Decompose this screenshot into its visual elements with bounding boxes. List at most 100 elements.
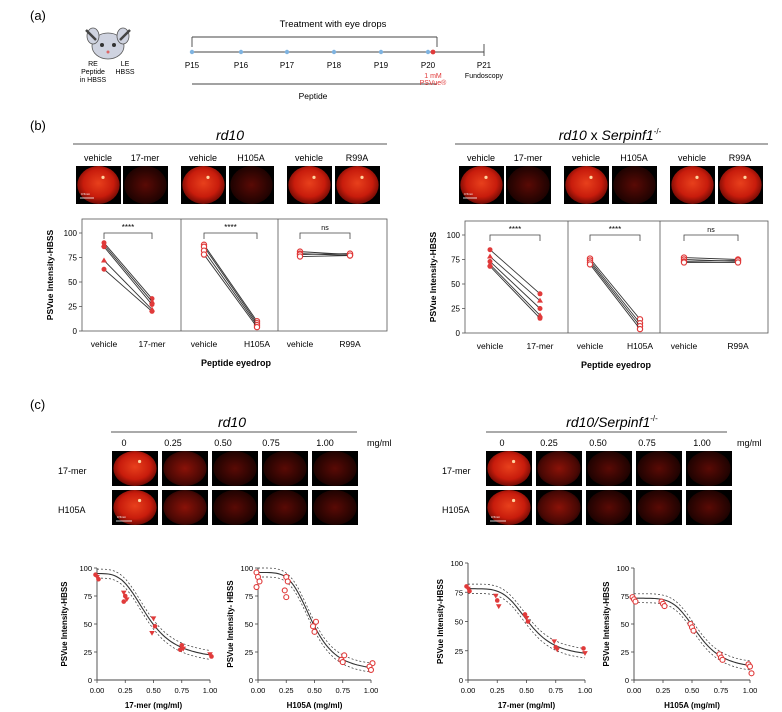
mouse-re: RE [88,61,98,68]
data-point [636,325,644,333]
fundus-image [670,166,715,204]
confidence-band [468,593,586,659]
paired-line [683,257,739,260]
category-label: vehicle [191,339,218,349]
dose-response-chart: 0 25 50 75 100 0.00 0.25 0.50 0.75 1.00 17-mer (mg… [60,564,217,710]
data-point [341,652,348,659]
day-label: P20 [421,61,436,70]
significance-bracket [589,234,641,241]
fundus-image [536,490,582,525]
y-axis-label: PSVue Intensity-HBSS [602,581,611,667]
y-tick-label: 25 [84,648,92,657]
x-tick-label: 1.00 [364,686,379,695]
paired-line [489,264,541,316]
paired-line [683,259,739,262]
fundus-retina [263,451,307,486]
mouse-re-hbss: in HBSS [80,77,107,84]
mouse-icon [85,27,131,60]
paired-line [103,246,153,305]
paired-line [203,250,258,326]
fundoscopy-label: Fundoscopy [465,73,504,80]
b-title-left: rd10 [216,127,244,143]
y-tick-label: 0 [73,327,78,336]
paired-chart-group: 0 25 50 75 100 PSVue Intensity-HBSS Peptide ey… [45,218,388,368]
eye-drop-marker [238,49,244,55]
paired-line [103,242,153,299]
unit-label: mg/ml [737,438,762,448]
paired-line [589,258,641,320]
data-point [179,642,185,648]
paired-line [683,260,739,262]
eye-drop-marker [425,49,431,55]
x-tick-label: 0.00 [90,686,105,695]
day-label: P21 [477,61,492,70]
optic-spot [695,175,699,179]
dose-response-chart: 0 25 50 75 100 0.00 0.25 0.50 0.75 1.00 17-mer (mg… [436,559,592,710]
category-label: H105A [244,339,270,349]
data-point [586,261,594,268]
data-point [281,587,288,594]
paired-line [203,254,258,328]
y-tick-label: 50 [621,620,629,629]
fundus-image [162,490,208,525]
fundus-image [262,490,308,525]
data-point [150,616,157,622]
c-title-right: rd10/Serpinf1-/- [566,414,658,430]
b-title-right: rd10 x Serpinf1-/- [559,127,662,143]
fundus-label: R99A [346,153,369,163]
scale-bar-label: 0.5mm [464,192,474,196]
y-tick-label: 0 [459,676,463,685]
data-point [339,659,346,666]
day-label: P18 [327,61,342,70]
x-tick-label: 0.50 [519,686,534,695]
row-label: 17-mer [442,466,471,476]
x-tick-label: 0.00 [461,686,476,695]
data-point [309,623,317,630]
data-point [253,583,260,591]
paired-line [299,253,351,256]
fundus-label: vehicle [678,153,706,163]
data-point [494,598,500,603]
fundus-image [112,451,158,486]
x-tick-label: 0.25 [656,686,671,695]
optic-spot [101,175,105,179]
fundus-label: R99A [729,153,752,163]
optic-spot [484,175,488,179]
data-point [312,618,320,625]
data-point [101,244,107,250]
day-label: P16 [234,61,249,70]
data-point [487,253,493,259]
data-point [554,647,561,653]
data-point [177,647,183,653]
category-label: vehicle [91,339,118,349]
fundus-retina [687,451,731,486]
fundus-retina [213,490,257,525]
data-point [209,654,214,659]
category-label: vehicle [287,339,314,349]
data-point [180,646,187,652]
fundus-label: 17-mer [514,153,543,163]
psvue-drop-marker [430,49,436,55]
data-point [367,666,375,673]
significance-label: **** [609,225,621,234]
data-point [122,593,128,599]
fundus-retina [124,166,167,204]
data-point [523,615,530,621]
y-tick-label: 100 [450,559,463,568]
data-point [256,578,263,585]
fundus-image [112,490,158,525]
data-point [719,656,726,663]
fundus-retina [613,166,656,204]
y-axis-label: PSVue Intensity-HBSS [428,231,438,322]
concentration-label: 0.50 [589,438,607,448]
fundus-retina [637,451,681,486]
data-point [284,578,291,585]
data-point [581,646,586,651]
fundus-image [181,166,226,204]
paired-line [589,262,641,327]
data-point [537,291,543,297]
fundus-label: vehicle [84,153,112,163]
category-label: vehicle [577,341,604,351]
data-point [311,628,318,635]
y-tick-label: 50 [451,280,460,289]
